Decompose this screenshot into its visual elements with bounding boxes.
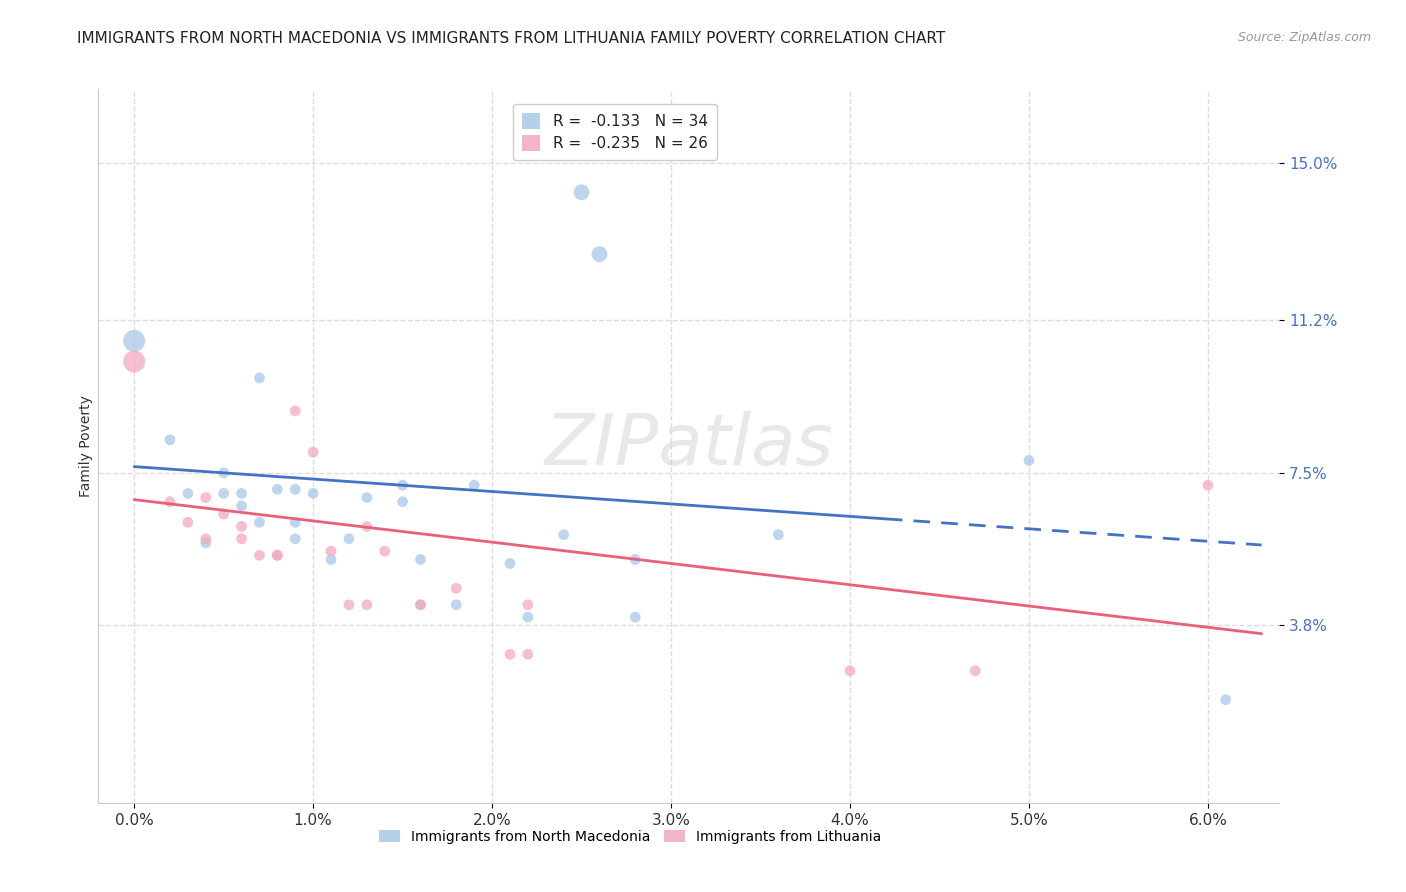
Point: [571, 186, 593, 200]
Point: [965, 664, 987, 678]
Point: [463, 478, 485, 492]
Point: [337, 598, 360, 612]
Point: [266, 549, 288, 563]
Text: Source: ZipAtlas.com: Source: ZipAtlas.com: [1237, 31, 1371, 45]
Point: [499, 648, 522, 662]
Point: [284, 483, 307, 497]
Point: [159, 494, 181, 508]
Point: [356, 598, 378, 612]
Point: [302, 445, 325, 459]
Point: [588, 247, 610, 261]
Point: [212, 486, 235, 500]
Point: [159, 433, 181, 447]
Point: [122, 354, 145, 368]
Point: [284, 532, 307, 546]
Point: [249, 516, 271, 530]
Point: [249, 549, 271, 563]
Point: [337, 532, 360, 546]
Point: [231, 499, 253, 513]
Point: [768, 527, 790, 541]
Point: [356, 491, 378, 505]
Point: [391, 478, 413, 492]
Point: [1215, 692, 1237, 706]
Legend: Immigrants from North Macedonia, Immigrants from Lithuania: Immigrants from North Macedonia, Immigra…: [373, 824, 887, 849]
Point: [356, 519, 378, 533]
Point: [446, 582, 468, 596]
Point: [194, 536, 217, 550]
Point: [516, 598, 538, 612]
Point: [1018, 453, 1040, 467]
Point: [177, 516, 200, 530]
Point: [231, 486, 253, 500]
Point: [446, 598, 468, 612]
Text: ZIPatlas: ZIPatlas: [544, 411, 834, 481]
Point: [839, 664, 862, 678]
Point: [409, 598, 432, 612]
Point: [553, 527, 575, 541]
Point: [319, 552, 342, 566]
Point: [266, 483, 288, 497]
Point: [374, 544, 396, 558]
Point: [409, 598, 432, 612]
Point: [249, 371, 271, 385]
Point: [409, 552, 432, 566]
Point: [516, 610, 538, 624]
Point: [266, 549, 288, 563]
Point: [177, 486, 200, 500]
Point: [624, 610, 647, 624]
Point: [284, 516, 307, 530]
Point: [212, 507, 235, 521]
Point: [624, 552, 647, 566]
Point: [516, 648, 538, 662]
Point: [302, 486, 325, 500]
Y-axis label: Family Poverty: Family Poverty: [79, 395, 93, 497]
Point: [231, 519, 253, 533]
Point: [231, 532, 253, 546]
Point: [391, 494, 413, 508]
Point: [212, 466, 235, 480]
Point: [122, 334, 145, 348]
Point: [194, 491, 217, 505]
Point: [319, 544, 342, 558]
Text: IMMIGRANTS FROM NORTH MACEDONIA VS IMMIGRANTS FROM LITHUANIA FAMILY POVERTY CORR: IMMIGRANTS FROM NORTH MACEDONIA VS IMMIG…: [77, 31, 946, 46]
Point: [499, 557, 522, 571]
Point: [1197, 478, 1219, 492]
Point: [194, 532, 217, 546]
Point: [284, 404, 307, 418]
